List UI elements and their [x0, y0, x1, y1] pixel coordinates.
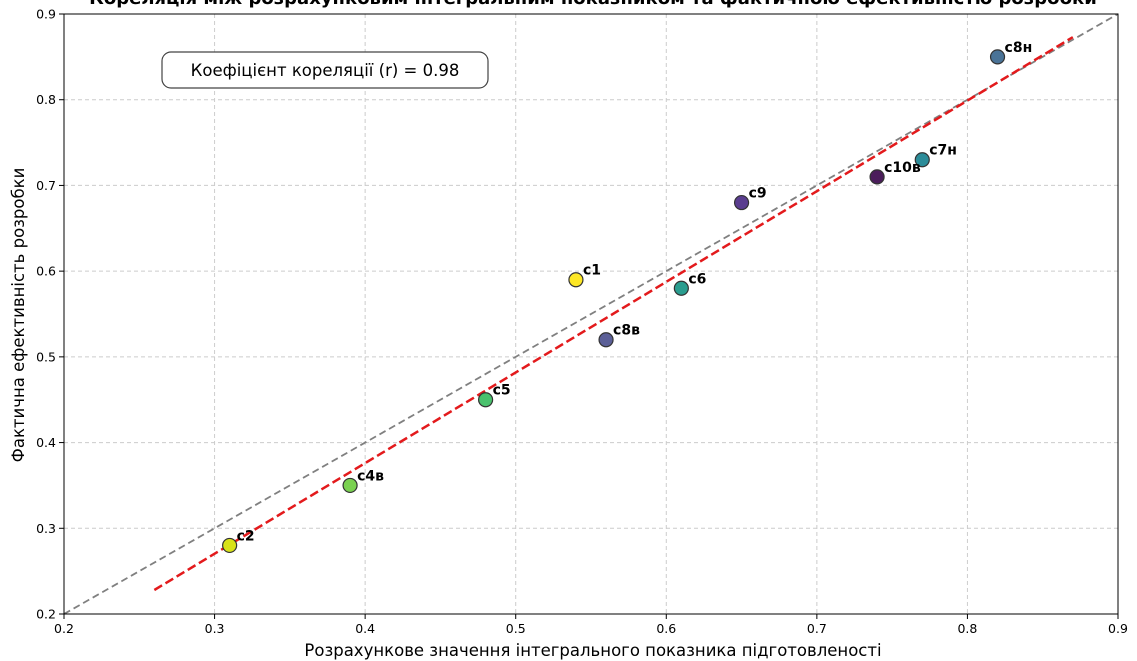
y-tick-label: 0.9: [36, 7, 56, 22]
chart-title: Кореляція між розрахунковим інтегральним…: [89, 0, 1097, 9]
x-tick-label: 0.5: [506, 621, 526, 636]
point-label-c7н: c7н: [929, 143, 957, 159]
point-label-c2: c2: [237, 528, 255, 544]
data-point-c4в: [342, 477, 358, 494]
y-tick-label: 0.6: [36, 264, 56, 279]
reference-line: [63, 13, 1119, 615]
point-label-c10в: c10в: [884, 160, 921, 176]
x-axis-title: Розрахункове значення інтегрального пока…: [304, 641, 881, 660]
x-tick-label: 0.9: [1108, 621, 1128, 636]
point-label-c6: c6: [688, 271, 706, 287]
point-label-c4в: c4в: [357, 468, 384, 484]
plot-area-border: [63, 13, 1119, 615]
y-tick-label: 0.2: [36, 607, 56, 622]
x-tick-label: 0.6: [656, 621, 676, 636]
ticks: 0.2 0.3 0.4 0.5 0.6 0.7 0.8 0.9 0.2 0.3 0.4 0.5 0.6 0…: [36, 7, 1128, 637]
y-tick-label: 0.4: [36, 435, 56, 450]
grid: [64, 14, 1118, 614]
correlation-annotation: Коефіцієнт кореляції (r) = 0.98: [191, 61, 460, 80]
data-point-c7н: [914, 152, 930, 168]
x-tick-label: 0.3: [205, 621, 225, 636]
x-tick-label: 0.2: [54, 621, 74, 636]
data-point-c9: [733, 194, 750, 211]
point-label-c8в: c8в: [613, 323, 640, 339]
plot-frame: [63, 13, 1119, 615]
x-tick-label: 0.4: [355, 621, 375, 636]
y-tick-label: 0.5: [36, 349, 56, 364]
point-label-c9: c9: [749, 186, 767, 202]
y-tick-label: 0.3: [36, 521, 56, 536]
data-point-c10в: [869, 169, 885, 185]
point-labels: c1 c2 c4в c5 c6 c7н c8в c8н c9 c10в: [237, 40, 1033, 545]
data-point-c6: [673, 280, 689, 296]
point-label-c8н: c8н: [1005, 40, 1033, 56]
annotation-box: [161, 51, 489, 89]
y-tick-label: 0.7: [36, 178, 56, 193]
point-label-c1: c1: [583, 263, 601, 279]
data-point-c1: [568, 272, 584, 288]
data-point-c2: [222, 537, 238, 554]
y-axis-title: Фактична ефективність розробки: [9, 168, 28, 463]
data-point-c8в: [598, 332, 614, 348]
data-point-c5: [478, 392, 494, 408]
data-points: [222, 49, 1006, 554]
annotation: Коефіцієнт кореляції (r) = 0.98: [161, 51, 489, 89]
lines: [63, 13, 1119, 615]
x-tick-label: 0.8: [957, 621, 977, 636]
x-tick-label: 0.7: [807, 621, 827, 636]
regression-line: [153, 36, 1074, 592]
data-point-c8н: [989, 49, 1006, 65]
y-tick-label: 0.8: [36, 92, 56, 107]
point-label-c5: c5: [493, 383, 511, 399]
